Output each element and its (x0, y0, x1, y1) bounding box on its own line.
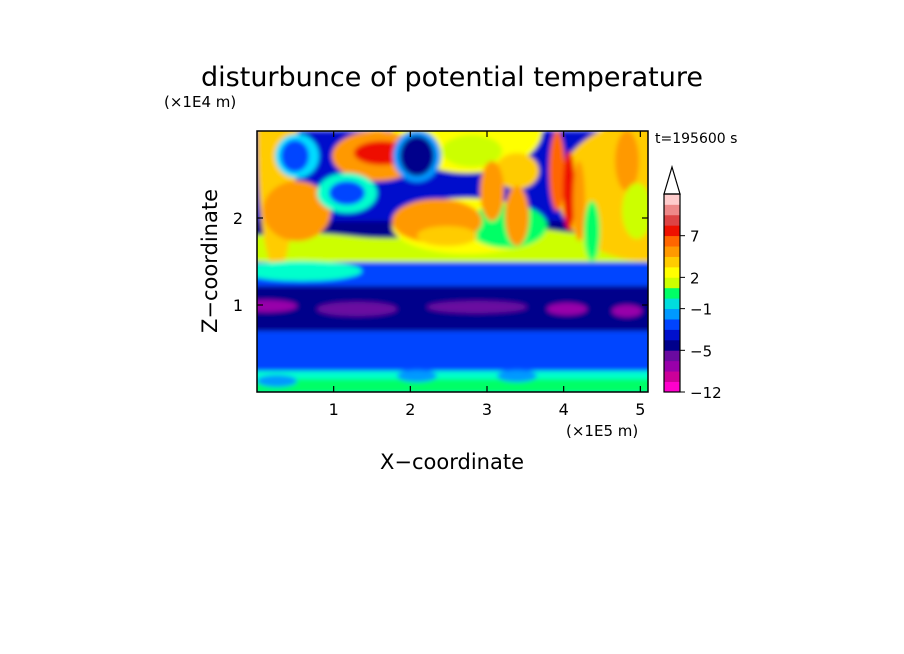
colorbar-tick-label: 7 (690, 228, 700, 246)
plot-frame (256, 130, 649, 393)
x-tick-label: 1 (329, 400, 339, 419)
colorbar-bin (664, 381, 680, 393)
colorbar-bin (664, 256, 680, 268)
chart-title: disturbunce of potential temperature (201, 62, 703, 93)
time-label: t=195600 s (655, 131, 737, 147)
colorbar-tick-label: −12 (690, 384, 722, 402)
colorbar-bin (664, 214, 680, 226)
colorbar-bin (664, 277, 680, 289)
x-tick-label: 2 (405, 400, 415, 419)
colorbar-bin (664, 194, 680, 205)
x-tick-label: 3 (482, 400, 492, 419)
y-axis: 12 (233, 209, 648, 315)
colorbar-extend-arrow (663, 164, 681, 195)
colorbar-bin (664, 298, 680, 310)
colorbar-bin (664, 319, 680, 330)
x-axis: 1 2 3 4 5 (329, 131, 645, 419)
colorbar-bin (664, 246, 680, 257)
colorbar-bin (664, 308, 680, 320)
colorbar-tick-label: −1 (690, 301, 712, 319)
y-axis-label: Z−coordinate (198, 189, 222, 333)
colorbar-tick-label: 2 (690, 269, 700, 287)
colorbar: −12−5−127 (663, 164, 722, 402)
colorbar-bin (664, 235, 680, 247)
x-tick-label: 5 (635, 400, 645, 419)
colorbar-bin (664, 329, 680, 341)
colorbar-bin (664, 204, 680, 216)
y-scale-label: (×1E4 m) (164, 93, 236, 111)
colorbar-frame (663, 193, 681, 393)
colorbar-bin (664, 225, 680, 237)
x-axis-label: X−coordinate (380, 450, 524, 474)
colorbar-bin (664, 339, 680, 351)
x-scale-label: (×1E5 m) (566, 422, 638, 440)
colorbar-bin (664, 350, 680, 362)
colorbar-bin (664, 287, 680, 299)
colorbar-tick-label: −5 (690, 342, 712, 360)
y-tick-label: 2 (233, 209, 243, 228)
colorbar-bin (664, 266, 680, 278)
x-tick-label: 4 (559, 400, 569, 419)
colorbar-bin (664, 371, 680, 382)
colorbar-bin (664, 360, 680, 372)
y-tick-label: 1 (233, 296, 243, 315)
contour-field (257, 131, 648, 392)
